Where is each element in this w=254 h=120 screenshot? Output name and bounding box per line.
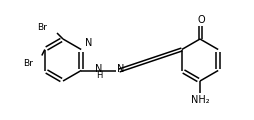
Text: H: H bbox=[96, 71, 102, 80]
Text: N: N bbox=[96, 63, 103, 73]
Text: O: O bbox=[197, 15, 205, 25]
Text: N: N bbox=[85, 37, 92, 48]
Text: NH₂: NH₂ bbox=[191, 95, 209, 105]
Text: Br: Br bbox=[23, 59, 33, 68]
Text: N: N bbox=[117, 63, 124, 73]
Text: Br: Br bbox=[37, 23, 47, 31]
